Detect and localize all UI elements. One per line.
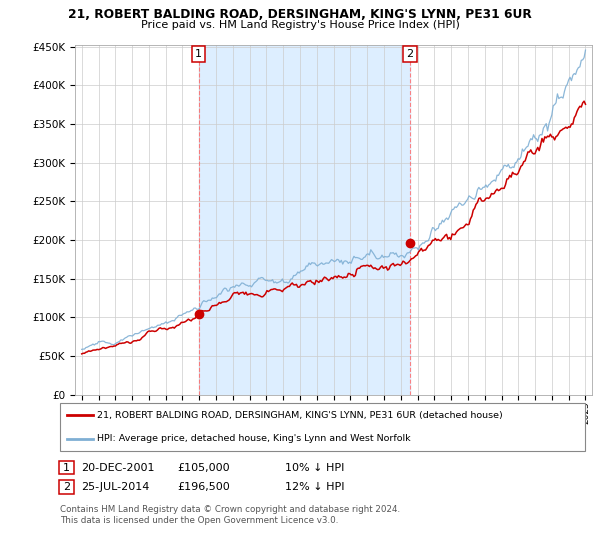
Text: Contains HM Land Registry data © Crown copyright and database right 2024.
This d: Contains HM Land Registry data © Crown c…	[60, 505, 400, 525]
Text: £196,500: £196,500	[177, 482, 230, 492]
Text: 1: 1	[195, 49, 202, 59]
Text: HPI: Average price, detached house, King's Lynn and West Norfolk: HPI: Average price, detached house, King…	[97, 435, 411, 444]
Text: 21, ROBERT BALDING ROAD, DERSINGHAM, KING'S LYNN, PE31 6UR: 21, ROBERT BALDING ROAD, DERSINGHAM, KIN…	[68, 8, 532, 21]
Text: 25-JUL-2014: 25-JUL-2014	[81, 482, 149, 492]
Text: 2: 2	[407, 49, 414, 59]
Text: 1: 1	[63, 463, 70, 473]
Text: 10% ↓ HPI: 10% ↓ HPI	[285, 463, 344, 473]
Text: Price paid vs. HM Land Registry's House Price Index (HPI): Price paid vs. HM Land Registry's House …	[140, 20, 460, 30]
Text: 2: 2	[63, 482, 70, 492]
Text: 20-DEC-2001: 20-DEC-2001	[81, 463, 155, 473]
Bar	[199, 45, 410, 395]
Text: £105,000: £105,000	[177, 463, 230, 473]
Text: 21, ROBERT BALDING ROAD, DERSINGHAM, KING'S LYNN, PE31 6UR (detached house): 21, ROBERT BALDING ROAD, DERSINGHAM, KIN…	[97, 410, 503, 419]
Text: 12% ↓ HPI: 12% ↓ HPI	[285, 482, 344, 492]
